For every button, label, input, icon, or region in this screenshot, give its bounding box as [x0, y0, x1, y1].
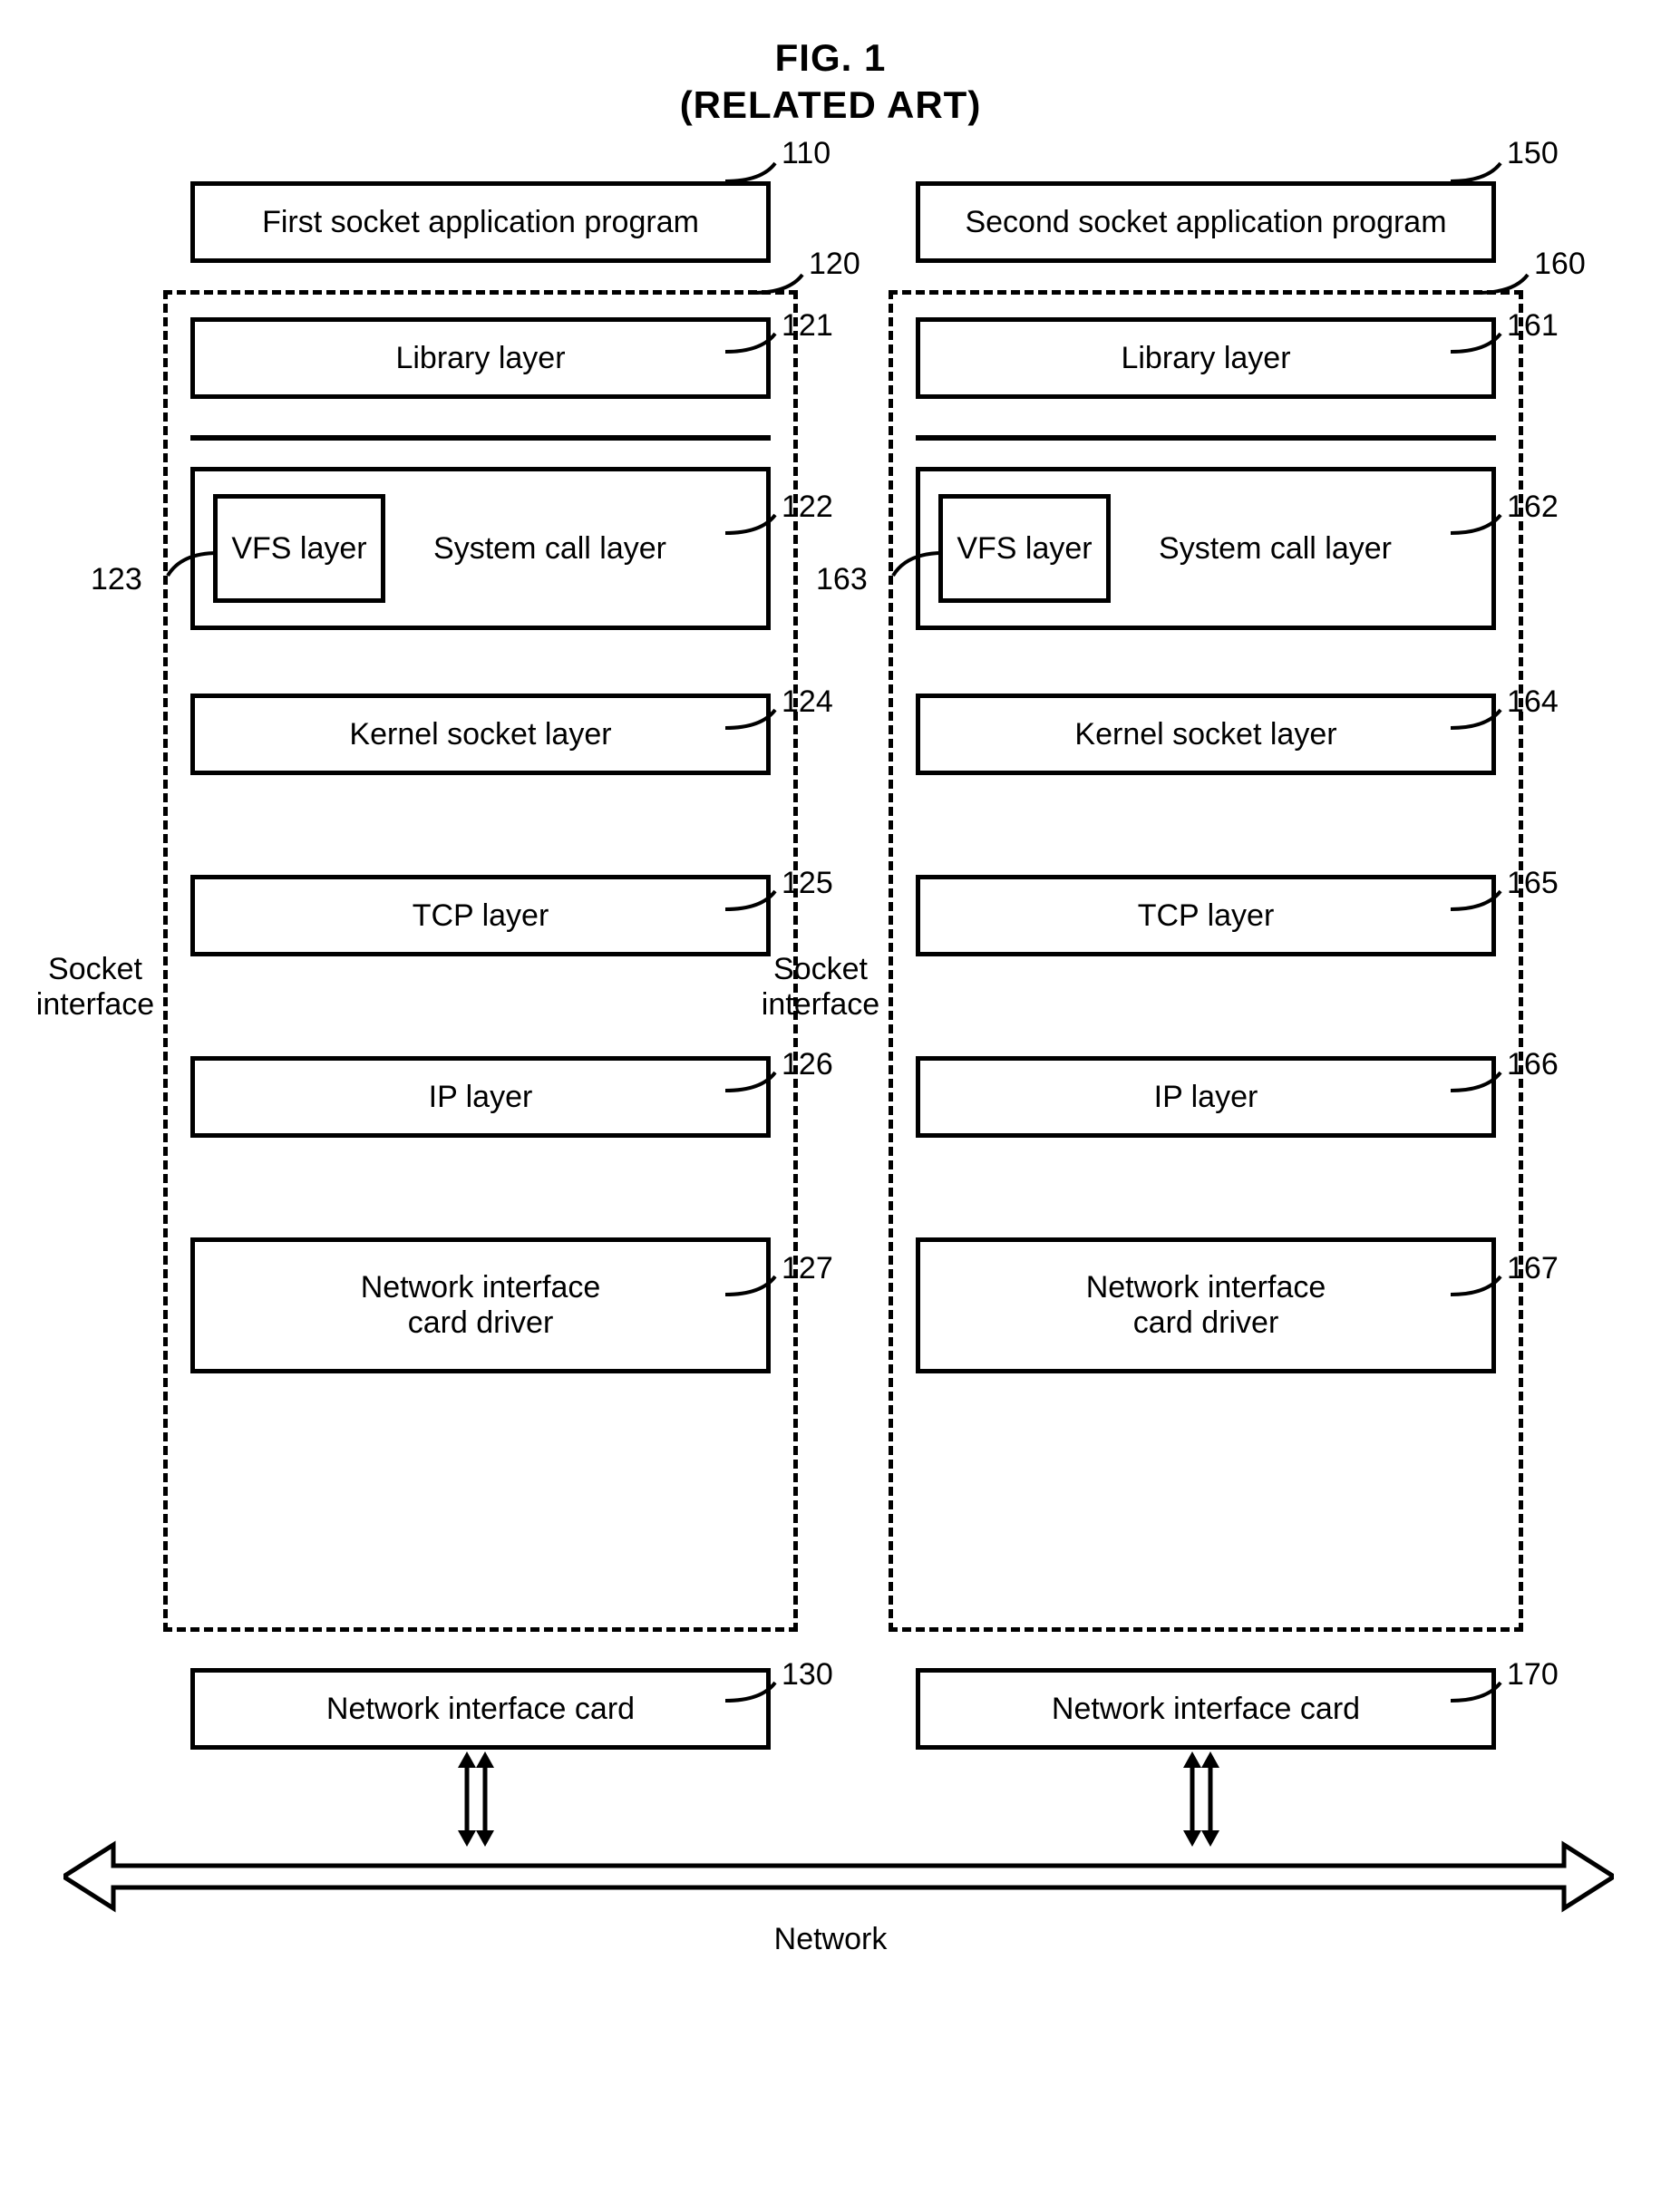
- network-label: Network: [36, 1922, 1625, 1957]
- left-app-label: First socket application program: [262, 205, 699, 240]
- ref-124: 124: [782, 684, 833, 720]
- left-nic-net-arrow: [449, 1751, 503, 1847]
- diagram-canvas: First socket application program Library…: [36, 181, 1625, 2176]
- left-separator-bar: [190, 435, 771, 441]
- ref-160: 160: [1534, 247, 1586, 282]
- right-vfs-box: VFS layer: [938, 494, 1111, 603]
- ref-165: 165: [1507, 866, 1559, 901]
- left-tcp-label: TCP layer: [413, 898, 549, 934]
- figure-title: FIG. 1: [36, 36, 1625, 80]
- ref-162: 162: [1507, 490, 1559, 525]
- leader-123: [136, 526, 236, 580]
- left-ksocket-box: Kernel socket layer: [190, 694, 771, 775]
- right-vfs-label: VFS layer: [957, 531, 1092, 567]
- left-socket-interface-label: Socket interface: [27, 952, 163, 1023]
- right-ip-box: IP layer: [916, 1056, 1496, 1138]
- right-tcp-box: TCP layer: [916, 875, 1496, 956]
- leader-163: [861, 526, 961, 580]
- ref-150: 150: [1507, 136, 1559, 171]
- right-nic-net-arrow: [1174, 1751, 1229, 1847]
- left-vfs-label: VFS layer: [231, 531, 366, 567]
- left-nic-box: Network interface card: [190, 1668, 771, 1750]
- left-library-box: Library layer: [190, 317, 771, 399]
- ref-164: 164: [1507, 684, 1559, 720]
- ref-163: 163: [816, 562, 868, 597]
- left-tcp-box: TCP layer: [190, 875, 771, 956]
- left-nic-label: Network interface card: [326, 1692, 635, 1727]
- right-nicdrv-label: Network interface card driver: [1086, 1270, 1326, 1341]
- ref-166: 166: [1507, 1047, 1559, 1082]
- ref-122: 122: [782, 490, 833, 525]
- ref-130: 130: [782, 1657, 833, 1693]
- ref-123: 123: [91, 562, 142, 597]
- right-library-label: Library layer: [1121, 341, 1290, 376]
- right-ip-label: IP layer: [1154, 1080, 1258, 1115]
- left-app-box: First socket application program: [190, 181, 771, 263]
- right-app-label: Second socket application program: [965, 205, 1446, 240]
- right-separator-bar: [916, 435, 1496, 441]
- right-app-box: Second socket application program: [916, 181, 1496, 263]
- ref-125: 125: [782, 866, 833, 901]
- left-ip-box: IP layer: [190, 1056, 771, 1138]
- right-nicdrv-box: Network interface card driver: [916, 1237, 1496, 1373]
- right-library-box: Library layer: [916, 317, 1496, 399]
- right-socket-interface-label: Socket interface: [753, 952, 889, 1023]
- ref-110: 110: [782, 136, 830, 171]
- right-nic-label: Network interface card: [1052, 1692, 1360, 1727]
- left-library-label: Library layer: [395, 341, 565, 376]
- left-vfs-box: VFS layer: [213, 494, 385, 603]
- left-ip-label: IP layer: [429, 1080, 533, 1115]
- ref-161: 161: [1507, 308, 1559, 344]
- left-nicdrv-label: Network interface card driver: [361, 1270, 601, 1341]
- ref-127: 127: [782, 1251, 833, 1286]
- ref-167: 167: [1507, 1251, 1559, 1286]
- left-syscall-label: System call layer: [433, 531, 666, 567]
- ref-126: 126: [782, 1047, 833, 1082]
- right-tcp-label: TCP layer: [1138, 898, 1275, 934]
- right-ksocket-label: Kernel socket layer: [1074, 717, 1336, 752]
- network-arrow: [63, 1840, 1614, 1913]
- figure-subtitle: (RELATED ART): [36, 83, 1625, 127]
- ref-170: 170: [1507, 1657, 1559, 1693]
- ref-120: 120: [809, 247, 860, 282]
- ref-121: 121: [782, 308, 833, 344]
- right-syscall-label: System call layer: [1159, 531, 1392, 567]
- left-nicdrv-box: Network interface card driver: [190, 1237, 771, 1373]
- right-ksocket-box: Kernel socket layer: [916, 694, 1496, 775]
- right-nic-box: Network interface card: [916, 1668, 1496, 1750]
- left-ksocket-label: Kernel socket layer: [349, 717, 611, 752]
